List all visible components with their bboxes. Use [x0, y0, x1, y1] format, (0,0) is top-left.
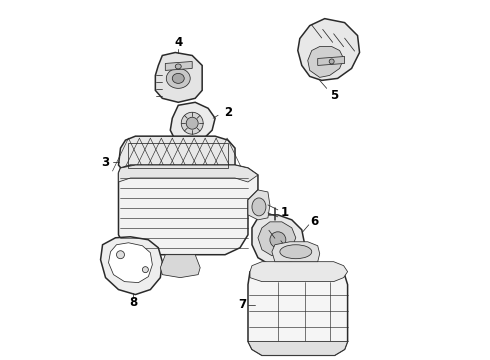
- Polygon shape: [160, 255, 200, 278]
- Ellipse shape: [252, 198, 266, 216]
- Polygon shape: [119, 165, 258, 255]
- Text: 2: 2: [224, 106, 232, 119]
- Ellipse shape: [117, 251, 124, 259]
- Ellipse shape: [166, 68, 190, 88]
- Polygon shape: [298, 19, 360, 80]
- Polygon shape: [308, 46, 343, 77]
- Polygon shape: [258, 222, 296, 256]
- Polygon shape: [248, 268, 347, 355]
- Polygon shape: [250, 262, 347, 282]
- Ellipse shape: [143, 267, 148, 273]
- Ellipse shape: [186, 117, 198, 129]
- Ellipse shape: [270, 232, 286, 248]
- Text: 5: 5: [331, 89, 339, 102]
- Text: 1: 1: [281, 206, 289, 219]
- Polygon shape: [272, 242, 319, 262]
- Text: 7: 7: [238, 298, 246, 311]
- Ellipse shape: [329, 59, 334, 64]
- Polygon shape: [248, 341, 347, 355]
- Ellipse shape: [172, 73, 184, 84]
- Polygon shape: [155, 53, 202, 102]
- Ellipse shape: [175, 64, 181, 69]
- Ellipse shape: [280, 245, 312, 259]
- Polygon shape: [108, 243, 152, 283]
- Polygon shape: [119, 165, 258, 182]
- Polygon shape: [100, 237, 162, 294]
- Polygon shape: [119, 136, 235, 173]
- Text: 8: 8: [129, 296, 138, 309]
- Polygon shape: [318, 57, 344, 66]
- Polygon shape: [248, 190, 270, 220]
- Text: 4: 4: [174, 36, 182, 49]
- Polygon shape: [252, 215, 305, 265]
- Polygon shape: [165, 62, 192, 71]
- Ellipse shape: [181, 112, 203, 134]
- Text: 6: 6: [311, 215, 319, 228]
- Polygon shape: [171, 102, 215, 143]
- Text: 3: 3: [101, 156, 110, 168]
